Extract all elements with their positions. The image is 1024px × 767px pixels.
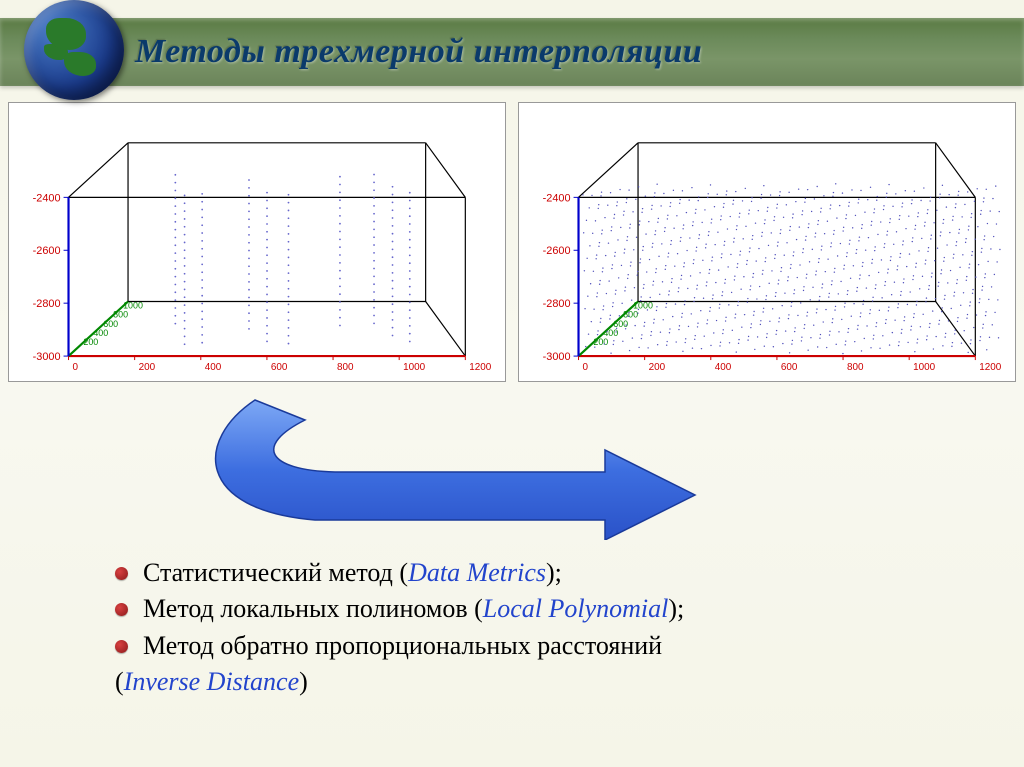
svg-text:-2800: -2800 [33, 298, 61, 310]
svg-text:1000: 1000 [633, 301, 653, 311]
svg-text:400: 400 [205, 362, 222, 373]
chart-dense: -2400-2600-2800-300002004006008001000120… [518, 102, 1016, 382]
page-title: Методы трехмерной интерполяции [135, 33, 702, 71]
svg-text:200: 200 [649, 362, 666, 373]
svg-text:-3000: -3000 [33, 351, 61, 363]
svg-text:800: 800 [623, 310, 638, 320]
svg-text:400: 400 [715, 362, 732, 373]
globe-icon [24, 0, 124, 100]
bullet-tail-pre: ( [115, 667, 124, 696]
svg-text:-2600: -2600 [543, 245, 571, 257]
bullet-list: Статистический метод (Data Metrics); Мет… [115, 555, 964, 701]
bullet-em: Local Polynomial [483, 594, 669, 623]
svg-text:-2600: -2600 [33, 245, 61, 257]
list-item: Метод локальных полиномов (Local Polynom… [115, 591, 964, 627]
svg-text:600: 600 [271, 362, 288, 373]
svg-text:600: 600 [613, 319, 628, 329]
svg-text:800: 800 [847, 362, 864, 373]
svg-text:1000: 1000 [913, 362, 936, 373]
svg-text:800: 800 [113, 310, 128, 320]
list-item-continuation: (Inverse Distance) [115, 664, 964, 700]
svg-text:200: 200 [593, 337, 608, 347]
svg-text:1200: 1200 [979, 362, 1002, 373]
svg-text:1200: 1200 [469, 362, 492, 373]
svg-text:200: 200 [139, 362, 156, 373]
svg-text:0: 0 [582, 362, 588, 373]
bullet-em: Inverse Distance [124, 667, 299, 696]
bullet-text: Метод локальных полиномов ( [143, 594, 483, 623]
svg-text:600: 600 [781, 362, 798, 373]
header-band: Методы трехмерной интерполяции [0, 18, 1024, 86]
bullet-tail: ); [546, 558, 562, 587]
bullet-em: Data Metrics [408, 558, 546, 587]
svg-text:-2400: -2400 [543, 192, 571, 204]
svg-text:-2800: -2800 [543, 298, 571, 310]
bullet-text: Статистический метод ( [143, 558, 408, 587]
chart-sparse: -2400-2600-2800-300002004006008001000120… [8, 102, 506, 382]
svg-text:-2400: -2400 [33, 192, 61, 204]
charts-row: -2400-2600-2800-300002004006008001000120… [0, 102, 1024, 382]
svg-text:200: 200 [83, 337, 98, 347]
svg-text:400: 400 [93, 328, 108, 338]
bullet-tail: ); [668, 594, 684, 623]
process-arrow [175, 390, 815, 540]
svg-text:400: 400 [603, 328, 618, 338]
svg-text:800: 800 [337, 362, 354, 373]
bullet-tail-post: ) [299, 667, 308, 696]
list-item: Метод обратно пропорциональных расстояни… [115, 628, 964, 664]
svg-text:600: 600 [103, 319, 118, 329]
svg-text:1000: 1000 [403, 362, 426, 373]
svg-text:1000: 1000 [123, 301, 143, 311]
list-item: Статистический метод (Data Metrics); [115, 555, 964, 591]
svg-text:-3000: -3000 [543, 351, 571, 363]
bullet-text: Метод обратно пропорциональных расстояни… [143, 631, 662, 660]
svg-text:0: 0 [72, 362, 78, 373]
